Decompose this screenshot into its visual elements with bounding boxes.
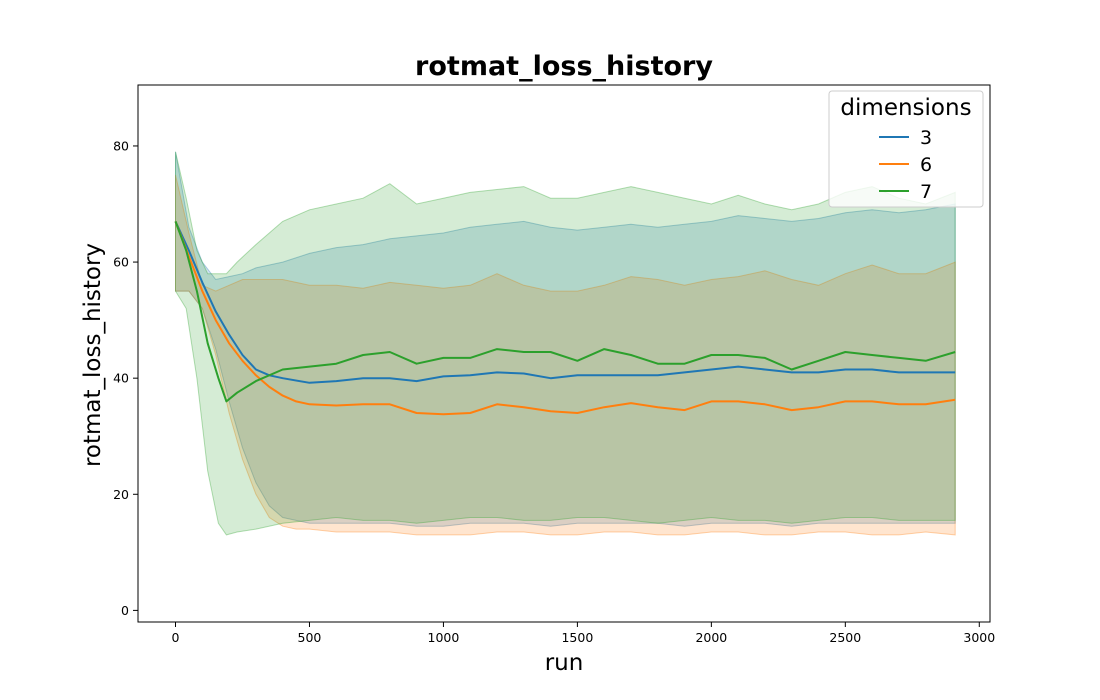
y-tick-label: 40 [113, 371, 129, 386]
x-tick-label: 1000 [428, 630, 460, 645]
confidence-band-3 [175, 151, 956, 527]
series-line-7 [174, 221, 956, 403]
legend-label-3: 3 [920, 127, 932, 149]
legend-label-6: 6 [920, 154, 932, 176]
confidence-bands [175, 151, 956, 536]
legend: dimensions 3 6 7 [828, 90, 984, 208]
y-tick-label: 60 [113, 255, 129, 270]
x-tick-label: 500 [298, 630, 322, 645]
mean-lines [174, 220, 956, 416]
x-tick-label: 3000 [963, 630, 995, 645]
legend-title: dimensions [840, 95, 971, 121]
plot-frame [137, 84, 991, 623]
legend-box [828, 90, 984, 208]
series-line-6 [174, 221, 956, 416]
y-tick-label: 80 [113, 138, 129, 153]
x-tick-label: 1500 [561, 630, 593, 645]
legend-items: 3 6 7 [879, 127, 932, 203]
legend-label-7: 7 [920, 181, 932, 203]
confidence-band-7 [175, 151, 956, 536]
y-axis-ticks: 0 20 40 60 80 [113, 138, 138, 618]
chart-title: rotmat_loss_history [415, 51, 713, 82]
y-axis-label: rotmat_loss_history [80, 243, 106, 467]
x-tick-label: 2000 [695, 630, 727, 645]
x-axis-ticks: 0 500 1000 1500 2000 2500 3000 [172, 622, 995, 645]
x-axis-label: run [545, 650, 584, 676]
x-tick-label: 2500 [829, 630, 861, 645]
confidence-band-6 [175, 174, 956, 536]
y-tick-label: 20 [113, 487, 129, 502]
y-tick-label: 0 [121, 603, 129, 618]
x-tick-label: 0 [172, 630, 180, 645]
series-line-3 [174, 220, 956, 384]
